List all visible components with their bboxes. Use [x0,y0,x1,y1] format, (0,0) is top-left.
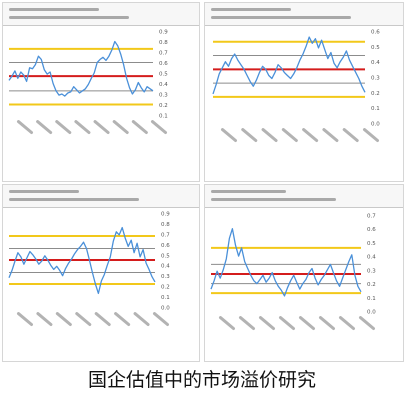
chart-header-4 [205,185,403,208]
x-date-mark [238,316,255,331]
x-date-mark [258,316,275,331]
y-tick-label: 0.6 [161,243,170,249]
series-line [210,228,362,297]
y-tick-label: 0.4 [371,60,380,66]
y-tick-label: 0.4 [159,82,168,88]
y-tick-label: 0.6 [159,61,168,67]
chart-panel-4: 0.7 0.6 0.5 0.4 0.3 0.2 0.1 0.0 [204,184,404,362]
line-chart-3: 0.9 0.8 0.7 0.6 0.5 0.4 0.3 0.2 0.1 0.0 [8,212,170,327]
x-date-mark [112,120,129,135]
x-date-mark [36,312,53,327]
y-tick-label: 0.2 [159,103,168,109]
y-tick-label: 0.2 [161,285,170,291]
line-chart-4: 0.7 0.6 0.5 0.4 0.3 0.2 0.1 0.0 [210,214,376,331]
x-date-mark [133,312,150,327]
y-tick-label: 0.1 [161,295,170,301]
chart-header-1 [3,3,199,26]
x-date-mark [16,312,33,327]
x-date-mark [241,128,258,143]
y-tick-label: 0.5 [371,45,380,51]
series-line [8,226,156,295]
chart-panel-2: 0.6 0.5 0.4 0.3 0.2 0.1 0.0 [204,2,404,182]
x-date-mark [281,128,298,143]
y-tick-label: 0.4 [367,255,376,261]
y-tick-label: 0.7 [159,51,168,57]
caption-backdrop [0,362,404,400]
y-tick-label: 0.5 [367,241,376,247]
y-tick-label: 0.3 [371,76,380,82]
y-tick-label: 0.3 [161,274,170,280]
y-tick-label: 0.1 [367,296,376,302]
x-date-mark [74,120,91,135]
y-tick-label: 0.2 [371,91,380,97]
y-tick-label: 0.3 [159,93,168,99]
y-tick-label: 0.0 [367,310,376,316]
x-date-mark [36,120,53,135]
x-date-mark [152,312,169,327]
chart-panel-1: 0.9 0.8 0.7 0.6 0.5 0.4 0.3 0.2 0.1 [2,2,200,182]
y-tick-label: 0.2 [367,282,376,288]
y-tick-label: 0.4 [161,264,170,270]
x-date-mark [114,312,131,327]
x-date-mark [298,316,315,331]
x-date-mark [278,316,295,331]
line-chart-2: 0.6 0.5 0.4 0.3 0.2 0.1 0.0 [212,30,380,143]
y-tick-label: 0.7 [161,232,170,238]
y-tick-label: 0.6 [371,30,380,36]
x-date-mark [55,312,72,327]
y-tick-label: 0.6 [367,227,376,233]
y-tick-label: 0.3 [367,268,376,274]
x-date-mark [55,120,72,135]
x-date-mark [362,128,379,143]
y-tick-label: 0.8 [159,40,168,46]
y-tick-label: 0.5 [161,253,170,259]
y-tick-label: 0.9 [159,30,168,36]
line-chart-1: 0.9 0.8 0.7 0.6 0.5 0.4 0.3 0.2 0.1 [8,30,168,135]
x-date-mark [322,128,339,143]
x-date-mark [342,128,359,143]
y-tick-label: 0.9 [161,212,170,218]
y-tick-label: 0.8 [161,222,170,228]
x-date-mark [16,120,33,135]
y-tick-label: 0.1 [159,114,168,120]
x-date-mark [131,120,148,135]
x-date-mark [93,120,110,135]
chart-panel-3: 0.9 0.8 0.7 0.6 0.5 0.4 0.3 0.2 0.1 0.0 [2,184,200,362]
x-date-mark [302,128,319,143]
x-date-mark [150,120,167,135]
x-date-mark [318,316,335,331]
series-line [8,40,154,97]
x-date-mark [220,128,237,143]
chart-header-2 [205,3,403,26]
y-tick-label: 0.0 [161,306,170,312]
x-date-mark [261,128,278,143]
y-tick-label: 0.0 [371,122,380,128]
x-date-mark [338,316,355,331]
x-date-mark [75,312,92,327]
x-date-mark [94,312,111,327]
page-caption: 国企估值中的市场溢价研究 [87,369,316,391]
x-date-mark [218,316,235,331]
y-tick-label: 0.5 [159,72,168,78]
series-line [212,36,366,95]
x-date-mark [358,316,375,331]
y-tick-label: 0.1 [371,106,380,112]
y-tick-label: 0.7 [367,214,376,220]
chart-header-3 [3,185,199,208]
